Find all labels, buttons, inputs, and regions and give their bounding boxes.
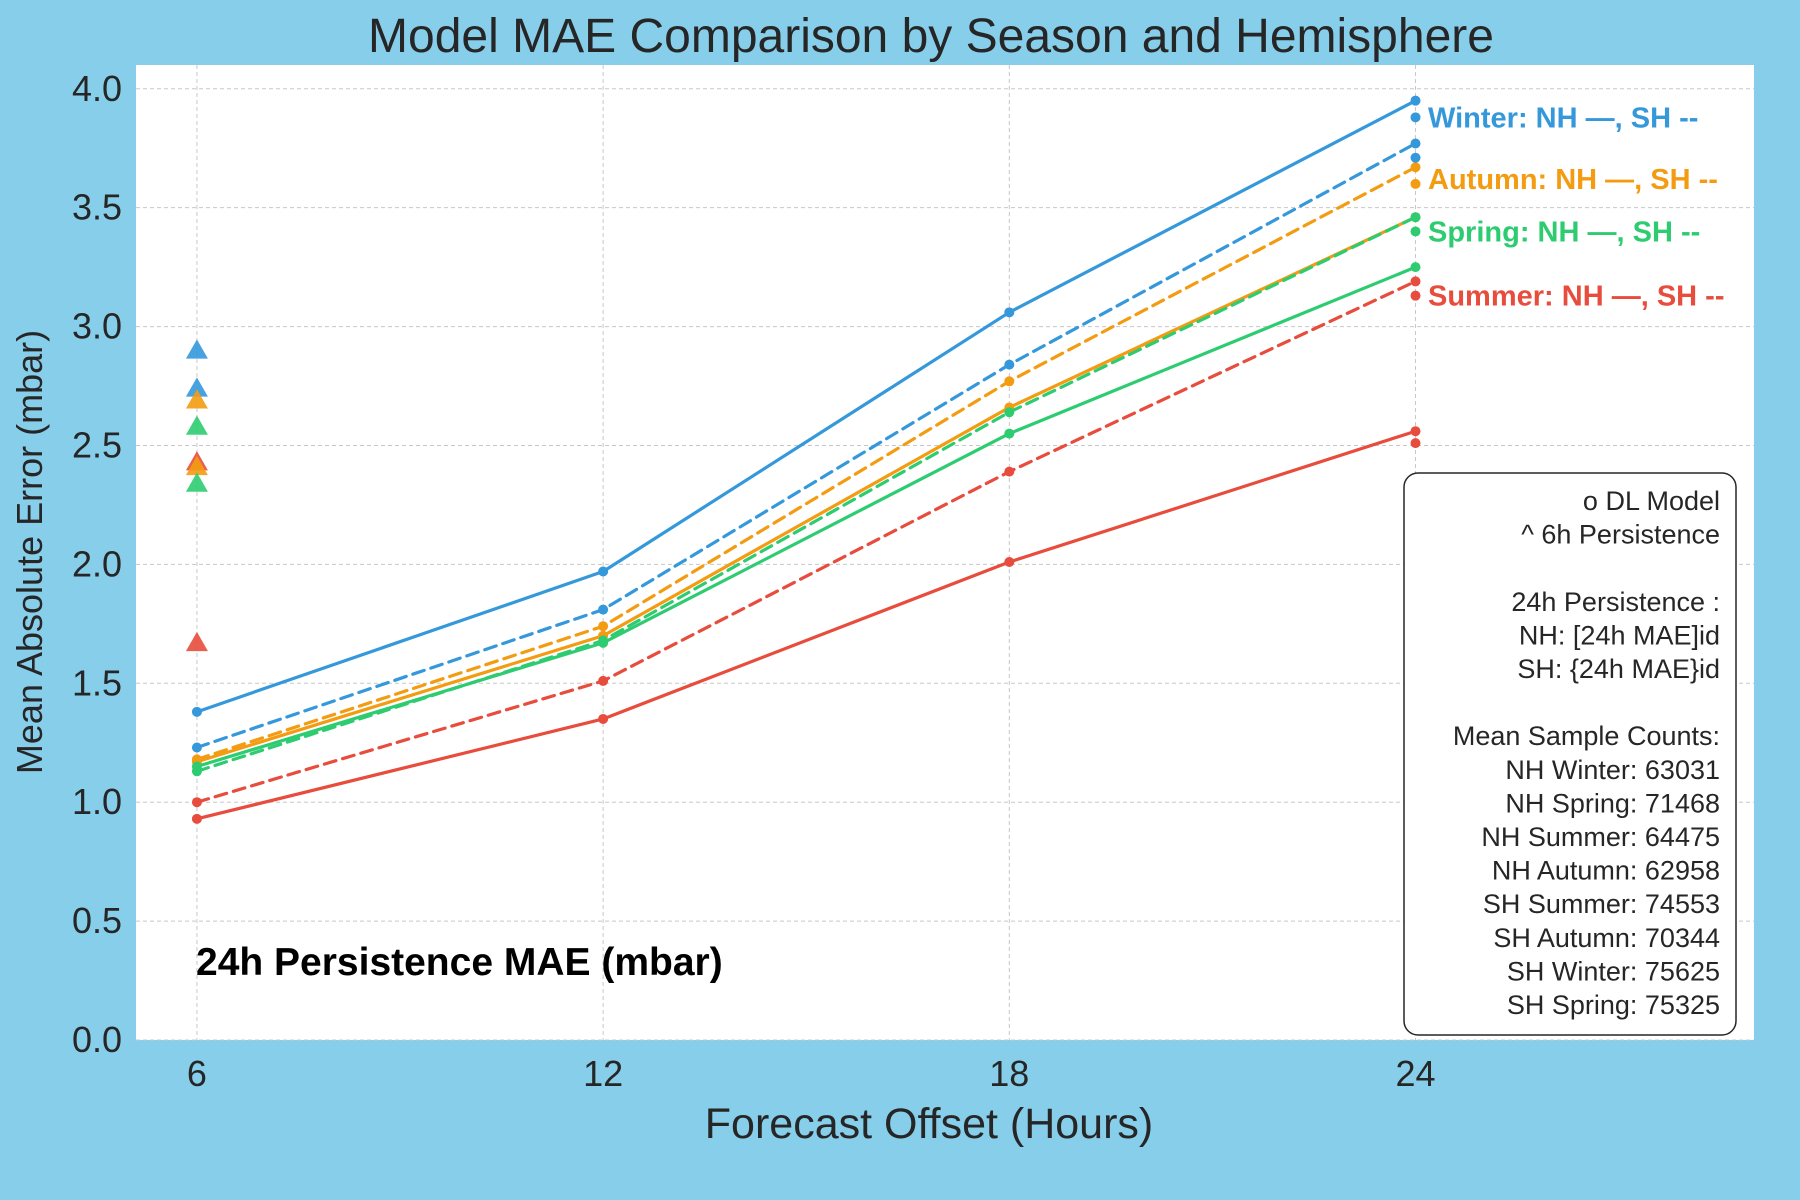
winter-nh-data-point [598,566,609,577]
y-tick-label: 0.0 [72,1019,122,1060]
spring-nh-data-point [1410,262,1421,273]
tick-layer: 0.0 0.5 1.0 1.5 2.0 2.5 3.0 3.5 4.0 6 12 18 24 [72,68,1436,1094]
winter-nh-series-line [195,99,1418,714]
autumn-sh-data-point [1410,162,1421,173]
legend-line: Mean Sample Counts: [1453,721,1720,751]
spring-persistence-triangle [185,472,208,492]
annotation-layer: Winter: NH —, SH -- Autumn: NH —, SH -- Sp… [1428,102,1724,312]
spring-sh-data-point [1004,407,1015,418]
summer-end-marker [1410,290,1421,301]
legend-line: o DL Model [1583,486,1720,516]
legend-line: SH Autumn: 70344 [1493,923,1720,953]
winter-nh-data-point [1410,95,1421,106]
summer-nh-data-point [191,813,202,824]
y-tick-label: 2.5 [72,424,122,465]
x-tick-label: 24 [1395,1053,1435,1094]
summer-annotation: Summer: NH —, SH -- [1428,281,1724,313]
y-tick-label: 3.5 [72,187,122,228]
persistence-mae-label: 24h Persistence MAE (mbar) [196,941,723,984]
winter-sh-data-point [598,604,609,615]
x-axis-label: Forecast Offset (Hours) [705,1100,1153,1148]
autumn-sh-data-point [1004,376,1015,387]
autumn-persistence-triangle [185,389,208,409]
spring-sh-data-point [598,635,609,646]
legend-line: SH Winter: 75625 [1507,956,1720,986]
legend-line: SH Spring: 75325 [1507,990,1720,1020]
legend-line: ^ 6h Persistence [1521,520,1720,550]
y-tick-label: 1.0 [72,781,122,822]
y-tick-label: 1.5 [72,662,122,703]
legend-frame [1403,472,1737,1036]
autumn-sh-data-point [191,754,202,765]
legend-line: NH: [24h MAE]id [1519,620,1720,650]
autumn-sh-data-point [598,621,609,632]
winter-persistence-triangle [185,339,208,359]
spring-sh-data-point [1410,212,1421,223]
x-tick-label: 6 [187,1053,207,1094]
summer-sh-data-point [191,797,202,808]
series-layer [191,95,1421,824]
legend-line: NH Winter: 63031 [1505,755,1720,785]
chart-title: Model MAE Comparison by Season and Hemis… [368,10,1494,63]
summer-sh-data-point [1004,466,1015,477]
autumn-nh-series-line [195,215,1418,764]
legend-box: o DL Model ^ 6h Persistence 24h Persistenc… [1403,472,1737,1036]
legend-line: SH Summer: 74553 [1483,889,1720,919]
winter-annotation: Winter: NH —, SH -- [1428,102,1698,134]
summer-end-marker [1410,438,1421,449]
y-tick-label: 0.5 [72,900,122,941]
y-tick-label: 4.0 [72,68,122,109]
summer-persistence-triangle [185,631,208,652]
winter-sh-data-point [1410,138,1421,149]
y-tick-label: 2.0 [72,543,122,584]
winter-sh-data-point [191,742,202,753]
marker-layer [185,112,1421,652]
x-tick-label: 12 [583,1053,623,1094]
summer-nh-series-line [195,429,1418,821]
y-axis-label: Mean Absolute Error (mbar) [9,330,50,774]
winter-end-marker [1410,112,1421,123]
winter-end-marker [1410,152,1421,163]
summer-sh-data-point [1410,276,1421,287]
summer-nh-data-point [1004,557,1015,568]
legend-line: NH Spring: 71468 [1505,788,1720,818]
winter-nh-data-point [1004,307,1015,318]
spring-sh-series-line [195,215,1418,773]
winter-persistence-triangle [185,377,208,397]
autumn-annotation: Autumn: NH —, SH -- [1428,164,1718,196]
summer-nh-data-point [1410,426,1421,437]
spring-end-marker [1410,226,1421,237]
spring-sh-data-point [191,766,202,777]
autumn-persistence-triangle [185,455,208,476]
winter-sh-data-point [1004,359,1015,370]
summer-sh-series-line [195,279,1418,804]
legend-line: NH Summer: 64475 [1481,822,1720,852]
x-tick-label: 18 [989,1053,1029,1094]
summer-nh-data-point [598,713,609,724]
spring-persistence-triangle [185,415,208,435]
winter-sh-series-line [195,141,1418,750]
spring-nh-data-point [1004,428,1015,439]
winter-nh-data-point [191,706,202,717]
legend-line: NH Autumn: 62958 [1492,856,1720,886]
legend-line: 24h Persistence : [1511,587,1720,617]
legend-line: SH: {24h MAE}id [1517,654,1720,684]
summer-sh-data-point [598,675,609,686]
spring-annotation: Spring: NH —, SH -- [1428,216,1700,248]
y-tick-label: 3.0 [72,306,122,347]
autumn-sh-series-line [195,165,1418,761]
autumn-end-marker [1410,178,1421,189]
